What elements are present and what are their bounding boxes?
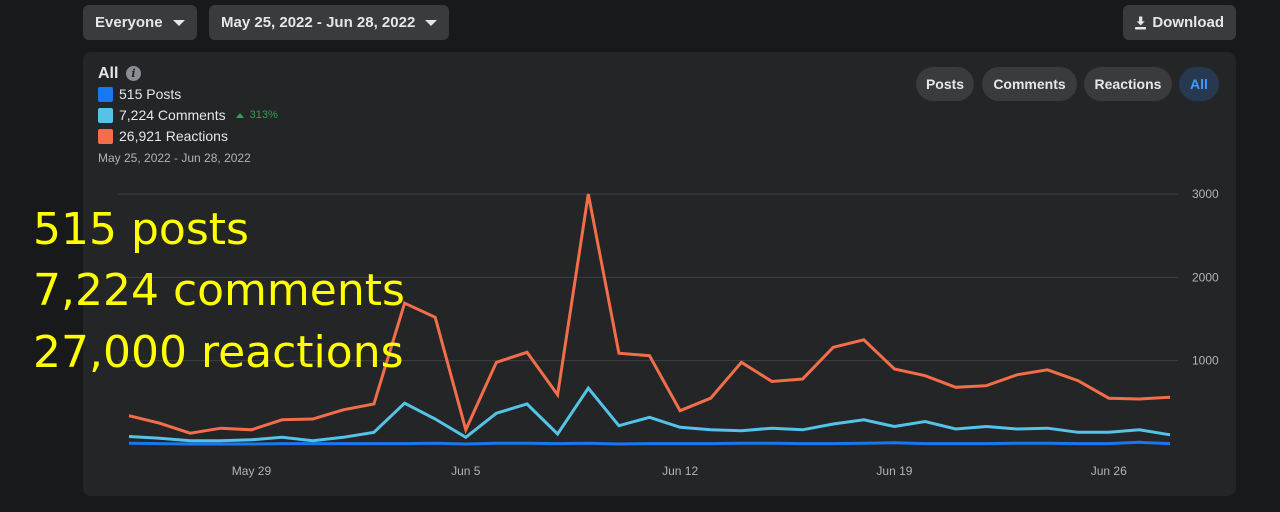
audience-dropdown-label: Everyone: [95, 14, 163, 31]
card-date-range: May 25, 2022 - Jun 28, 2022: [98, 151, 251, 165]
x-tick-label: Jun 19: [876, 464, 912, 478]
legend-label-reactions: 26,921 Reactions: [119, 128, 228, 144]
date-range-dropdown[interactable]: May 25, 2022 - Jun 28, 2022: [209, 5, 449, 40]
download-button[interactable]: Download: [1123, 5, 1236, 40]
overlay-text-posts: 515 posts: [33, 204, 249, 255]
delta-badge: 313%: [235, 109, 278, 121]
y-tick-label: 3000: [1192, 187, 1219, 201]
legend-swatch-comments: [98, 107, 113, 123]
line-chart: 1000 2000 3000 May 29 Jun 5 Jun 12 Jun 19 Jun 2…: [118, 187, 1219, 478]
filter-comments-button[interactable]: Comments: [982, 67, 1077, 101]
card-title: All: [98, 65, 119, 82]
chevron-down-icon: [425, 19, 437, 26]
chevron-down-icon: [173, 19, 185, 26]
y-tick-label: 2000: [1192, 270, 1219, 284]
legend-item-reactions: 26,921 Reactions: [98, 127, 228, 145]
filter-all-button[interactable]: All: [1179, 67, 1219, 101]
legend-swatch-reactions: [98, 128, 113, 144]
download-button-label: Download: [1152, 14, 1224, 31]
legend-item-posts: 515 Posts: [98, 85, 181, 103]
series-line-posts: [128, 440, 1171, 446]
audience-dropdown[interactable]: Everyone: [83, 5, 197, 40]
legend-item-comments: 7,224 Comments 313%: [98, 106, 278, 124]
series-line-reactions: [128, 193, 1171, 435]
x-tick-label: Jun 12: [662, 464, 698, 478]
legend-label-comments: 7,224 Comments: [119, 107, 226, 123]
legend-label-posts: 515 Posts: [119, 86, 182, 102]
legend-swatch-posts: [98, 86, 113, 102]
date-range-dropdown-label: May 25, 2022 - Jun 28, 2022: [221, 14, 416, 31]
arrow-up-icon: [235, 112, 244, 118]
filter-reactions-button[interactable]: Reactions: [1084, 67, 1172, 101]
overlay-text-comments: 7,224 comments: [33, 265, 405, 316]
series-line-comments: [128, 385, 1171, 443]
x-tick-label: May 29: [232, 464, 272, 478]
x-tick-label: Jun 5: [451, 464, 481, 478]
insights-card: All i 515 Posts 7,224 Comments 313% 26,9…: [83, 52, 1236, 496]
info-icon[interactable]: i: [126, 66, 141, 81]
delta-value: 313%: [249, 109, 278, 121]
filter-posts-button[interactable]: Posts: [916, 67, 974, 101]
download-icon: [1135, 16, 1147, 29]
x-tick-label: Jun 26: [1091, 464, 1127, 478]
y-tick-label: 1000: [1192, 354, 1219, 368]
overlay-text-reactions: 27,000 reactions: [33, 327, 404, 378]
